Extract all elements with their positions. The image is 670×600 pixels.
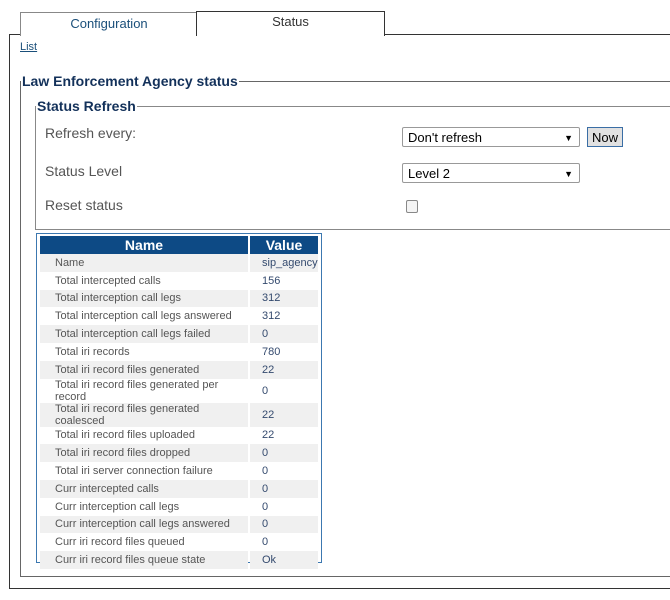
row-name: Total iri records bbox=[55, 345, 130, 358]
status-level-select[interactable]: Level 2 ▼ bbox=[402, 163, 580, 183]
row-name: Curr intercepted calls bbox=[40, 479, 248, 498]
row-value: 780 bbox=[262, 345, 281, 358]
row-name: Total iri record files uploaded bbox=[55, 429, 196, 442]
table-row: Total iri record files dropped 0 bbox=[40, 444, 318, 463]
row-name: Total iri record files generated bbox=[40, 360, 248, 379]
table-row: Total iri records 780 bbox=[40, 343, 318, 361]
dropdown-arrow-icon: ▼ bbox=[564, 133, 573, 143]
section-title: Law Enforcement Agency status bbox=[22, 73, 238, 89]
row-value: 0 bbox=[250, 515, 318, 534]
refresh-interval-select[interactable]: Don't refresh ▼ bbox=[402, 127, 580, 147]
tab-status[interactable]: Status bbox=[196, 11, 385, 36]
status-table: Name Value Name sip_agency Total intercept… bbox=[36, 233, 322, 569]
row-value: 312 bbox=[262, 310, 281, 323]
row-name: Total iri record files dropped bbox=[40, 444, 248, 463]
row-value: 156 bbox=[262, 274, 281, 287]
row-value: sip_agency bbox=[250, 254, 318, 272]
row-value: 0 bbox=[250, 325, 318, 343]
row-value: 22 bbox=[250, 402, 318, 427]
table-row: Total iri record files uploaded 22 bbox=[40, 427, 318, 445]
row-name: Total iri server connection failure bbox=[55, 465, 213, 478]
table-row: Total iri record files generated per rec… bbox=[40, 379, 318, 403]
status-level-value: Level 2 bbox=[408, 166, 450, 181]
row-name: Total interception call legs answered bbox=[55, 310, 232, 323]
row-value: 0 bbox=[250, 444, 318, 463]
table-row: Curr interception call legs answered 0 bbox=[40, 515, 318, 534]
table-row: Curr iri record files queue state Ok bbox=[40, 551, 318, 569]
dropdown-arrow-icon: ▼ bbox=[564, 169, 573, 179]
status-refresh-title: Status Refresh bbox=[37, 98, 136, 114]
status-refresh-section: Status Refresh bbox=[35, 98, 670, 230]
row-name: Curr interception call legs answered bbox=[40, 515, 248, 534]
table-row: Curr iri record files queued 0 bbox=[40, 533, 318, 551]
table-row: Total interception call legs failed 0 bbox=[40, 325, 318, 343]
row-value: 0 bbox=[262, 500, 269, 513]
reset-status-checkbox[interactable] bbox=[406, 200, 418, 213]
row-value: Ok bbox=[250, 551, 318, 569]
row-name: Curr iri record files queue state bbox=[40, 551, 248, 569]
table-row: Total intercepted calls 156 bbox=[40, 272, 318, 290]
table-row: Total iri server connection failure 0 bbox=[40, 462, 318, 480]
row-name: Curr interception call legs bbox=[55, 500, 180, 513]
agency-status-section: Law Enforcement Agency status bbox=[20, 73, 670, 577]
row-value: 0 bbox=[262, 536, 269, 549]
row-name: Total iri record files generated coalesc… bbox=[40, 402, 248, 427]
row-name: Curr iri record files queued bbox=[55, 536, 185, 549]
tab-configuration[interactable]: Configuration bbox=[20, 12, 197, 36]
row-value: 0 bbox=[262, 384, 269, 397]
column-header-name: Name bbox=[40, 236, 248, 254]
column-header-value: Value bbox=[250, 236, 318, 254]
refresh-every-label: Refresh every: bbox=[45, 125, 137, 141]
row-value: 0 bbox=[250, 479, 318, 498]
row-name: Total iri record files generated per rec… bbox=[55, 378, 219, 403]
table-row: Total interception call legs answered 312 bbox=[40, 307, 318, 325]
table-row: Name sip_agency bbox=[40, 254, 318, 272]
row-value: 0 bbox=[262, 465, 269, 478]
table-row: Total interception call legs 312 bbox=[40, 289, 318, 308]
refresh-now-button[interactable]: Now bbox=[587, 127, 623, 147]
list-link[interactable]: List bbox=[20, 41, 38, 53]
row-value: 22 bbox=[250, 360, 318, 379]
row-name: Total interception call legs bbox=[40, 289, 248, 308]
row-name: Name bbox=[40, 254, 248, 272]
table-row: Curr interception call legs 0 bbox=[40, 498, 318, 516]
table-row: Total iri record files generated 22 bbox=[40, 360, 318, 379]
status-level-label: Status Level bbox=[45, 163, 123, 179]
reset-status-label: Reset status bbox=[45, 197, 123, 213]
row-value: 22 bbox=[262, 429, 275, 442]
row-value: 312 bbox=[250, 289, 318, 308]
table-row: Curr intercepted calls 0 bbox=[40, 479, 318, 498]
row-name: Total interception call legs failed bbox=[40, 325, 248, 343]
table-row: Total iri record files generated coalesc… bbox=[40, 402, 318, 427]
row-name: Total intercepted calls bbox=[55, 274, 161, 287]
refresh-interval-value: Don't refresh bbox=[408, 130, 483, 145]
